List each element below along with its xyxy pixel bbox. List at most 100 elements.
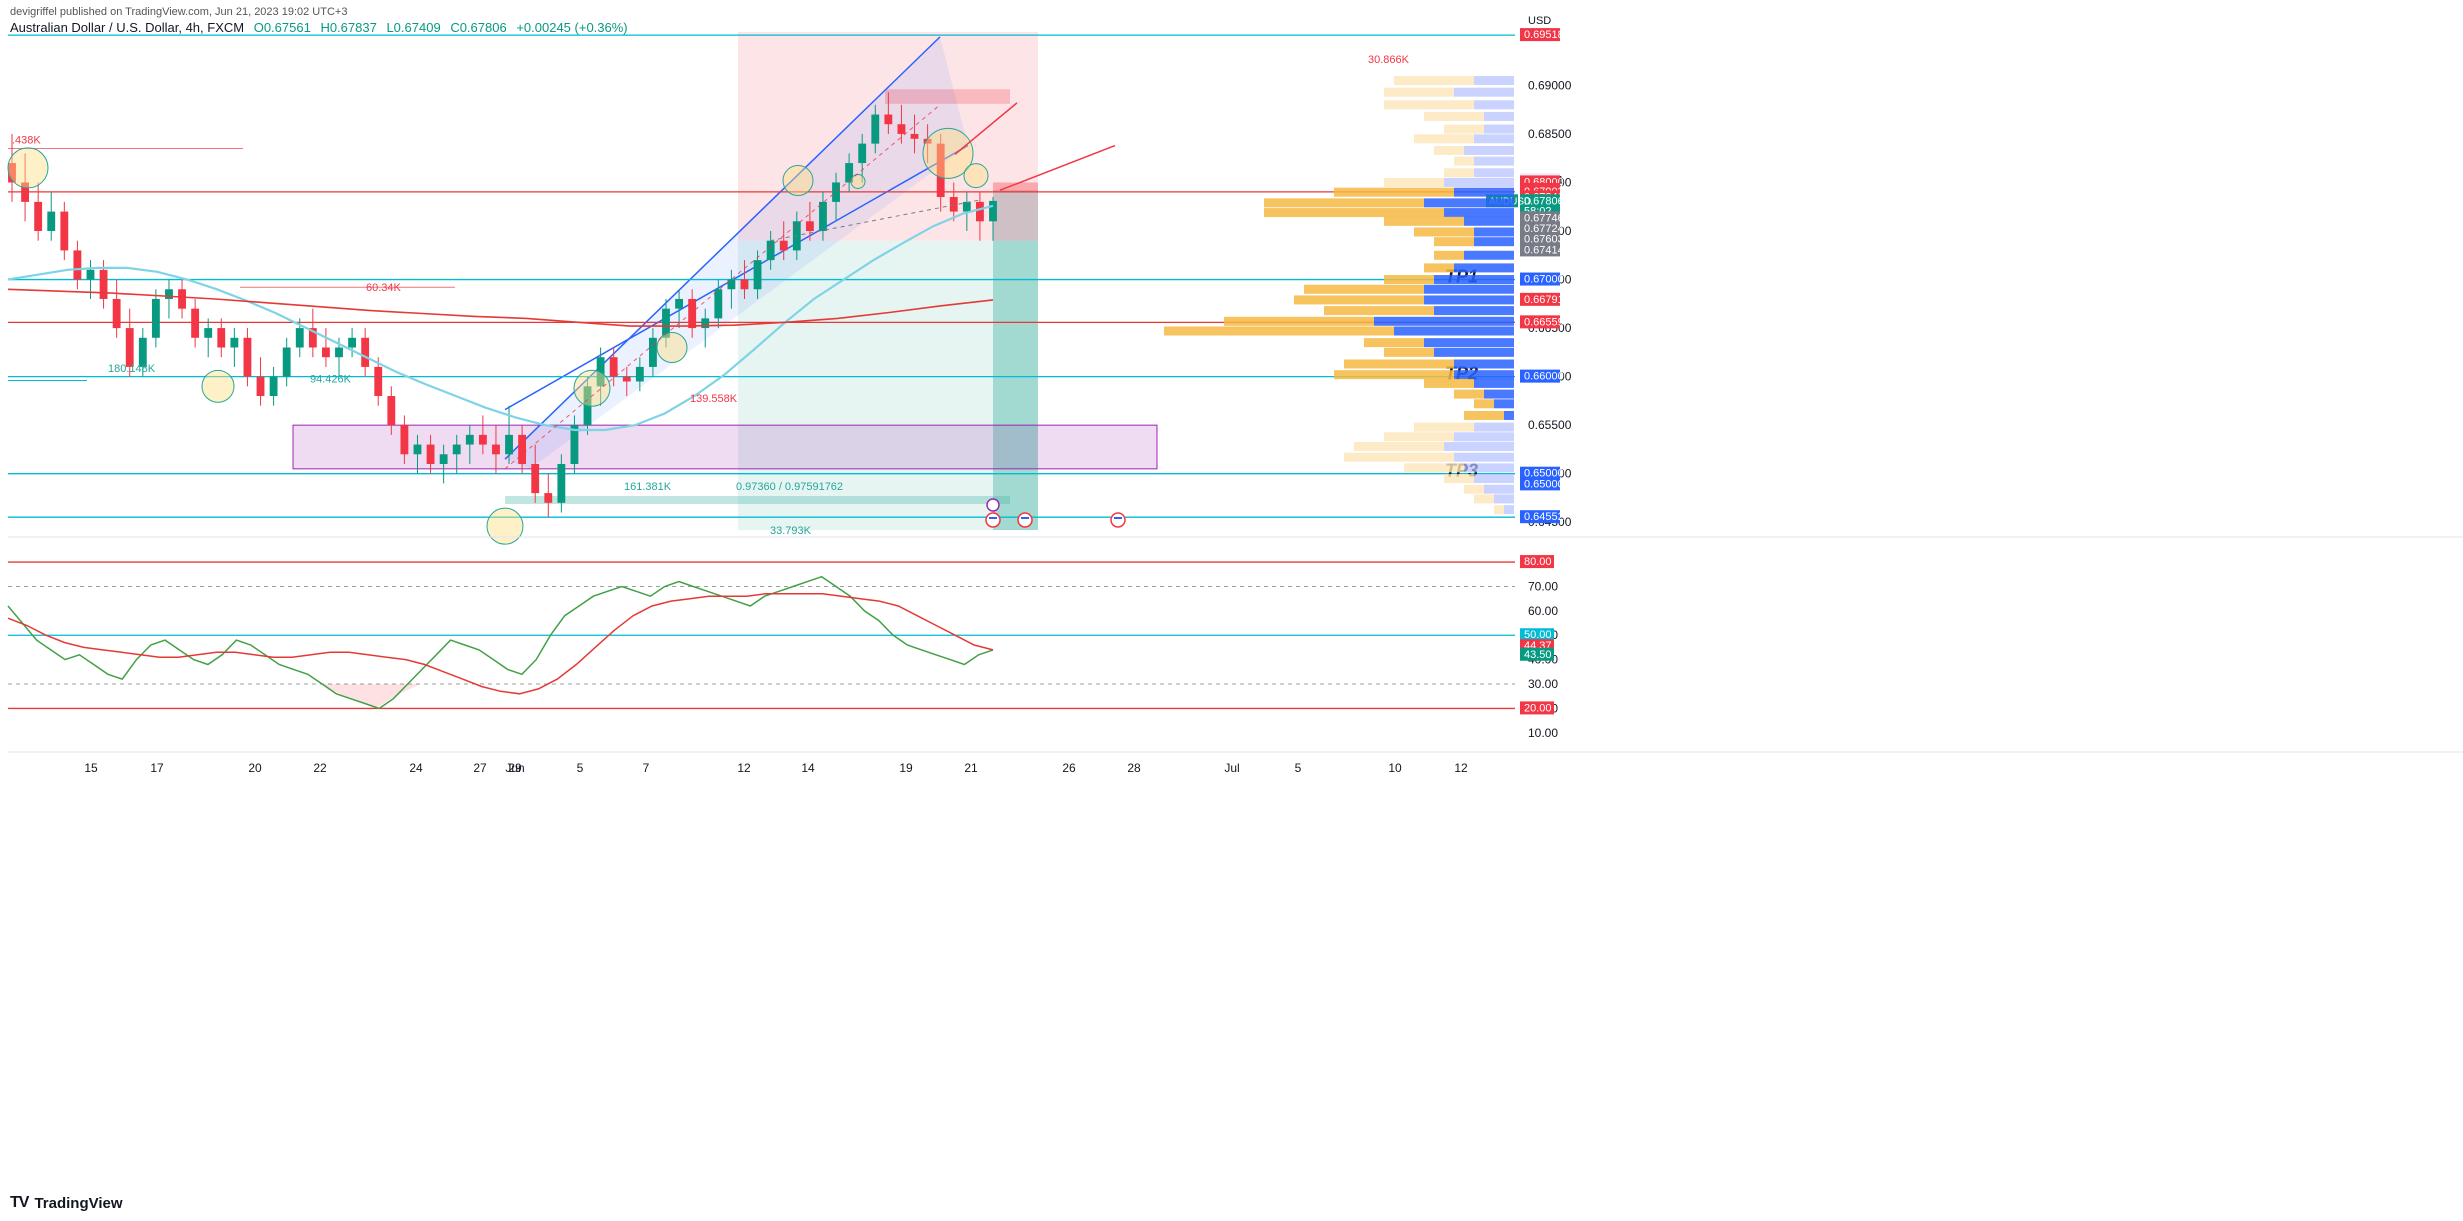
ohlc-open: O0.67561 [253,20,311,35]
time-tick-5: 27 [473,761,487,775]
volume-profile-down-26 [1454,359,1514,369]
arrow-rejected [999,144,1116,191]
volume-profile-down-8 [1474,168,1514,178]
ma50-line [7,204,994,432]
event-flag-stripe-2 [1114,517,1122,519]
rsi-signal-line [7,593,994,695]
price-tag-label-7: 0.67746 [1524,212,1564,224]
candle-body [688,298,697,329]
candle-body [596,357,605,387]
tradingview-footer[interactable]: TV TradingView [10,1194,123,1212]
volume-profile-down-28 [1474,378,1514,388]
volume-profile-down-2 [1474,100,1514,110]
highlight-circle-5 [782,165,814,197]
rsi-oversold-fill [320,684,420,709]
highlight-circle-4 [486,507,524,545]
volume-profile-down-1 [1454,87,1514,97]
volume-profile-up-24 [1364,338,1424,348]
candle-body [8,163,16,183]
dashed-entry-line [769,199,981,242]
time-tick-13: 21 [964,761,978,775]
arrow-bearish [954,102,1018,155]
lightning-icon [986,498,1000,512]
volume-profile-up-10 [1334,187,1454,197]
time-tick-19: 12 [1454,761,1468,775]
candle-body [622,376,631,382]
volume-profile-up-19 [1304,284,1424,294]
dashed-trend-line [504,104,941,470]
candle-body [112,298,121,329]
volume-profile-up-12 [1264,208,1444,218]
candle-body [308,328,317,348]
volume-profile-up-40 [1494,505,1504,515]
volume-profile-up-3 [1424,111,1484,121]
highlight-circle-1 [201,369,235,403]
candle-body [923,138,932,144]
price-tag-17 [1520,510,1560,524]
volume-profile-up-6 [1434,145,1464,155]
volume-bar-band [505,496,1010,504]
candle-body [635,366,644,382]
volume-profile-up-5 [1414,134,1474,144]
volume-profile-up-30 [1474,399,1494,409]
volume-profile-up-14 [1414,227,1474,237]
candle-body [727,279,736,290]
time-tick-7: Jun [505,761,524,775]
rsi-tick-4: 30.00 [1528,677,1558,691]
active-target-zone [993,240,1038,531]
candle-body [989,200,997,222]
price-tag-label-13: 0.66559 [1524,316,1564,328]
volume-profile-down-36 [1464,463,1514,473]
price-tag-15 [1520,466,1560,480]
candle-body [21,182,30,202]
candle-body [34,201,43,232]
volume-profile-up-38 [1464,484,1484,494]
candle-body [805,221,814,232]
volume-profile-up-31 [1464,410,1504,420]
ohlc-change: +0.00245 (+0.36%) [516,20,628,35]
time-tick-2: 20 [248,761,262,775]
candle-body [256,376,265,397]
candle-body [478,434,487,445]
candle-body [531,463,540,494]
tradingview-brand: TradingView [34,1194,123,1212]
volume-profile-up-11 [1264,198,1424,208]
price-tag-16 [1520,477,1560,491]
highlight-circle-0 [7,147,49,189]
candle-body [269,376,278,397]
price-tag-label-11: 0.67000 [1524,274,1564,286]
volume-profile-up-36 [1404,463,1464,473]
candle-body [47,211,56,232]
ma200-line [7,288,994,327]
publisher-line: devigriffel published on TradingView.com… [10,6,348,18]
candle-body [86,269,95,280]
price-tag-14 [1520,369,1560,383]
rsi-tick-1: 60.00 [1528,604,1558,618]
time-tick-16: Jul [1224,761,1239,775]
candle-body [204,328,213,338]
volume-profile-up-15 [1434,237,1474,247]
volume-profile-down-17 [1454,263,1514,273]
volume-profile-down-35 [1454,452,1514,462]
supply-box [885,89,1010,104]
candle-body [910,133,919,139]
candle-body [871,114,880,144]
price-tag-label-8: 0.67724 [1524,223,1564,235]
volume-profile-up-22 [1224,316,1374,326]
price-tag-label-12: 0.66791 [1524,294,1564,306]
volume-profile-down-33 [1454,432,1514,442]
candle-body [714,289,723,319]
short-target-zone [738,240,1038,531]
volume-profile-up-27 [1334,370,1454,380]
time-tick-12: 19 [899,761,913,775]
candle-body [295,328,304,348]
candle-body [348,337,357,348]
time-tick-17: 5 [1295,761,1302,775]
rsi-tag-1 [1520,701,1554,715]
price-tag-12 [1520,292,1560,306]
rsi-tag-label-1: 20.00 [1524,702,1552,714]
price-tag-label-17: 0.64552 [1524,511,1564,523]
candle-body [845,163,854,183]
